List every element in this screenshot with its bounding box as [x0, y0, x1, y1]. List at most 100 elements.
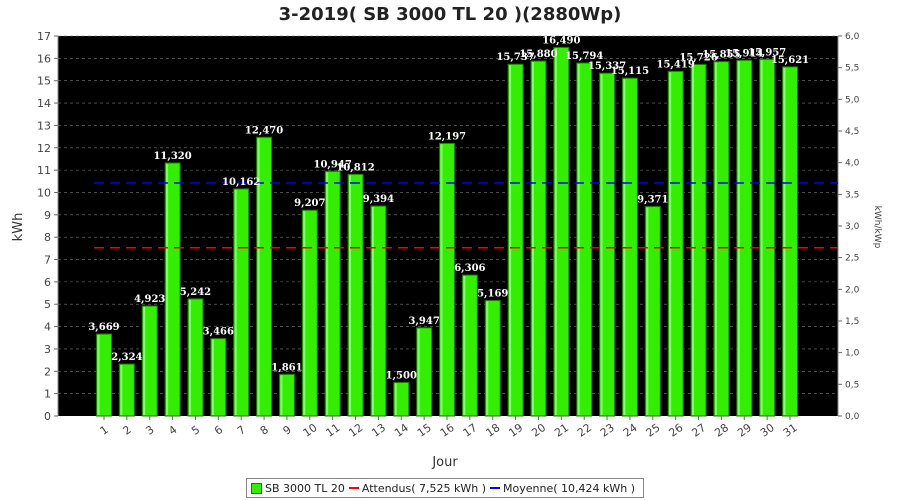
y2-tick-label: 3,5	[845, 190, 859, 200]
x-tick-label: 13	[369, 421, 388, 440]
legend-label-attendus: Attendus( 7,525 kWh )	[361, 481, 487, 495]
data-label: 11,320	[153, 151, 191, 162]
data-label: 15,115	[611, 66, 649, 77]
bar-highlight	[509, 65, 512, 416]
y2-axis-label: kWh/kWp	[872, 206, 882, 249]
x-tick-label: 2	[121, 423, 134, 438]
y2-tick-label: 0,0	[845, 412, 860, 422]
x-tick-label: 23	[598, 421, 617, 440]
bar-highlight	[669, 72, 672, 415]
data-label: 3,669	[88, 322, 119, 333]
bar-highlight	[326, 172, 329, 415]
bar-highlight	[577, 63, 580, 416]
y2-tick-label: 1,0	[845, 349, 860, 359]
y-tick-label: 12	[37, 142, 51, 155]
y-tick-label: 10	[37, 186, 51, 199]
x-tick-label: 29	[735, 421, 754, 440]
y2-tick-label: 5,5	[845, 64, 859, 74]
data-label: 10,812	[336, 162, 374, 173]
y2-tick-label: 4,0	[845, 159, 860, 169]
bar-highlight	[600, 74, 603, 415]
x-tick-label: 8	[258, 423, 271, 438]
data-label: 9,394	[363, 194, 394, 205]
bar-highlight	[760, 60, 763, 415]
bar-highlight	[417, 328, 420, 415]
y-axis-label: kWh	[11, 213, 26, 242]
data-label: 15,726	[679, 52, 717, 63]
y2-tick-label: 0,5	[845, 380, 859, 390]
x-tick-label: 31	[781, 421, 800, 440]
data-label: 15,957	[748, 47, 786, 58]
bar-highlight	[188, 299, 191, 415]
x-axis-label: Jour	[431, 455, 458, 470]
x-tick-label: 5	[189, 423, 202, 438]
data-label: 15,737	[496, 52, 534, 63]
data-label: 5,169	[477, 288, 508, 299]
x-tick-label: 11	[323, 421, 342, 440]
data-label: 12,197	[428, 131, 466, 142]
y-tick-label: 6	[44, 276, 51, 289]
y-tick-label: 16	[37, 52, 51, 65]
bar-highlight	[692, 65, 695, 415]
x-tick-label: 24	[621, 421, 640, 440]
x-tick-label: 19	[506, 421, 525, 440]
legend-item-attendus: Attendus( 7,525 kWh )	[348, 481, 487, 495]
x-tick-label: 17	[461, 421, 480, 440]
data-label: 6,306	[454, 263, 485, 274]
x-tick-label: 15	[415, 421, 434, 440]
data-label: 9,371	[637, 195, 668, 206]
x-tick-label: 20	[529, 421, 548, 440]
x-tick-label: 21	[552, 421, 571, 440]
data-label: 3,947	[408, 316, 439, 327]
y2-tick-label: 3,0	[845, 222, 860, 232]
y2-tick-label: 6,0	[845, 32, 860, 42]
bar-highlight	[349, 175, 352, 415]
y-tick-label: 15	[37, 75, 51, 88]
y-tick-label: 13	[37, 119, 51, 132]
legend-item-moyenne: Moyenne( 10,424 kWh )	[490, 482, 635, 495]
bar-highlight	[257, 138, 260, 415]
x-tick-label: 4	[166, 423, 179, 438]
y2-tick-label: 4,5	[845, 127, 859, 137]
legend-item-series: SB 3000 TL 20	[251, 482, 345, 495]
y-tick-label: 11	[37, 164, 51, 177]
legend-swatch-series	[251, 482, 262, 494]
x-tick-label: 3	[143, 423, 156, 438]
x-tick-label: 30	[758, 421, 777, 440]
data-label: 4,923	[134, 294, 165, 305]
x-tick-label: 6	[212, 423, 225, 438]
bar-highlight	[463, 276, 466, 415]
y-tick-label: 2	[44, 365, 51, 378]
y-tick-label: 8	[44, 231, 51, 244]
y-tick-label: 5	[44, 298, 51, 311]
plot-area: 012345678910111213141516170,00,51,01,52,…	[37, 30, 860, 440]
x-tick-label: 9	[281, 423, 294, 438]
bar-highlight	[371, 207, 374, 415]
bar-highlight	[211, 339, 214, 415]
legend-label-moyenne: Moyenne( 10,424 kWh )	[503, 481, 636, 495]
y-tick-label: 7	[44, 254, 51, 267]
bar-highlight	[394, 383, 397, 415]
bar-highlight	[234, 189, 237, 415]
data-label: 10,947	[314, 159, 352, 170]
chart-title: 3-2019( SB 3000 TL 20 )(2880Wp)	[279, 4, 622, 25]
bar-highlight	[303, 211, 306, 415]
data-label: 9,207	[294, 198, 325, 209]
legend-line-moyenne	[490, 487, 501, 489]
bar-highlight	[120, 365, 123, 415]
data-label: 15,337	[588, 61, 626, 72]
y-tick-label: 14	[37, 97, 51, 110]
data-label: 15,419	[657, 59, 695, 70]
legend-label-series: SB 3000 TL 20	[265, 481, 345, 495]
data-label: 1,500	[386, 370, 417, 381]
y-tick-label: 3	[44, 343, 51, 356]
data-label: 2,324	[111, 352, 142, 363]
y-tick-label: 4	[44, 321, 51, 334]
data-label: 10,162	[222, 177, 260, 188]
bar-highlight	[554, 48, 557, 416]
y2-tick-label: 5,0	[845, 95, 860, 105]
data-label: 15,794	[565, 51, 603, 62]
data-label: 15,914	[725, 48, 763, 59]
data-label: 1,861	[271, 362, 302, 373]
